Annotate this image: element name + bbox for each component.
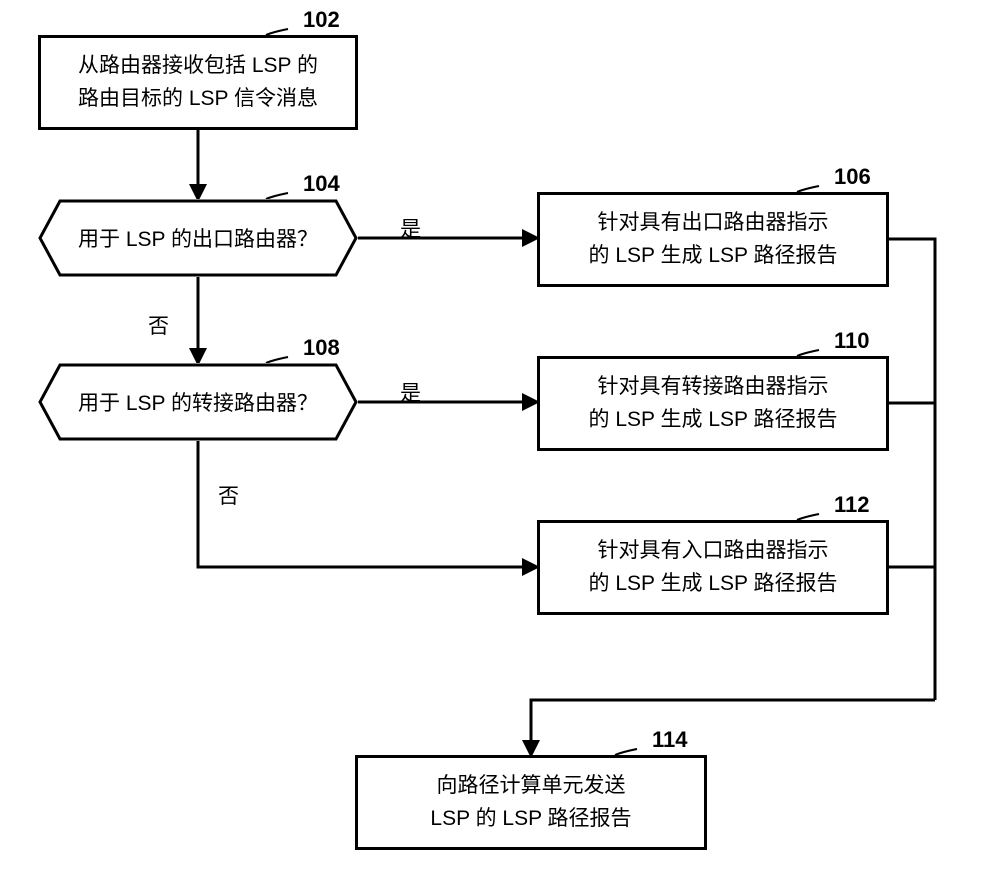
edge-5 [889,239,935,700]
node-label-n102: 102 [303,7,340,33]
decision-text: 用于 LSP 的转接路由器？ [50,387,346,417]
edge-8 [531,700,935,755]
process-text: 针对具有出口路由器指示的 LSP 生成 LSP 路径报告 [589,207,838,272]
process-n102: 从路由器接收包括 LSP 的路由目标的 LSP 信令消息 [38,35,358,130]
process-text: 针对具有转接路由器指示的 LSP 生成 LSP 路径报告 [589,371,838,436]
decision-n108: 用于 LSP 的转接路由器？ [38,363,358,441]
process-n112: 针对具有入口路由器指示的 LSP 生成 LSP 路径报告 [537,520,889,615]
node-label-n106: 106 [834,164,871,190]
node-label-n108: 108 [303,335,340,361]
process-text: 从路由器接收包括 LSP 的路由目标的 LSP 信令消息 [78,50,318,115]
edge-label-3: 是 [400,377,421,407]
decision-text: 用于 LSP 的出口路由器？ [50,223,346,253]
node-label-n112: 112 [834,492,870,518]
node-label-n110: 110 [834,328,870,354]
edge-4 [198,441,537,567]
decision-n104: 用于 LSP 的出口路由器？ [38,199,358,277]
node-label-n104: 104 [303,171,340,197]
edge-label-2: 否 [148,310,169,340]
edge-label-1: 是 [400,213,421,243]
edge-label-4: 否 [218,480,239,510]
process-text: 向路径计算单元发送LSP 的 LSP 路径报告 [430,770,631,835]
process-n114: 向路径计算单元发送LSP 的 LSP 路径报告 [355,755,707,850]
node-label-n114: 114 [652,727,688,753]
process-text: 针对具有入口路由器指示的 LSP 生成 LSP 路径报告 [589,535,838,600]
process-n106: 针对具有出口路由器指示的 LSP 生成 LSP 路径报告 [537,192,889,287]
process-n110: 针对具有转接路由器指示的 LSP 生成 LSP 路径报告 [537,356,889,451]
